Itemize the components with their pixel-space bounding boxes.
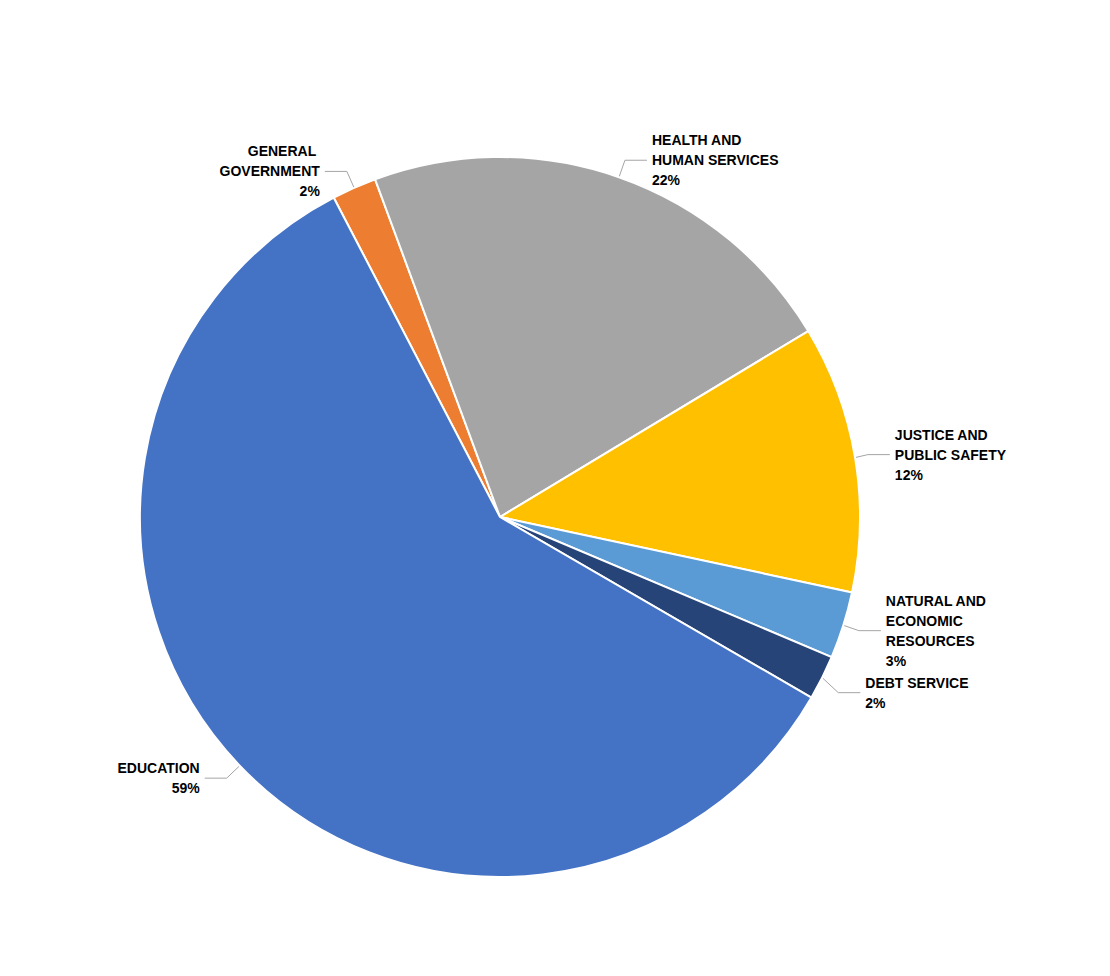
svg-text:22%: 22%	[652, 172, 681, 188]
svg-text:GENERAL: GENERAL	[248, 143, 320, 159]
svg-text:12%: 12%	[895, 467, 924, 483]
svg-text:NATURAL AND: NATURAL AND	[886, 593, 990, 609]
svg-text:3%: 3%	[886, 653, 907, 669]
svg-text:HUMAN SERVICES: HUMAN SERVICES	[652, 152, 779, 168]
svg-text:2%: 2%	[300, 183, 321, 199]
svg-text:HEALTH AND: HEALTH AND	[652, 132, 745, 148]
svg-text:DEBT SERVICE: DEBT SERVICE	[865, 675, 968, 691]
svg-text:GOVERNMENT: GOVERNMENT	[220, 163, 321, 179]
svg-text:RESOURCES: RESOURCES	[886, 633, 975, 649]
svg-text:59%: 59%	[172, 780, 201, 796]
svg-text:EDUCATION: EDUCATION	[118, 760, 200, 776]
svg-text:ECONOMIC: ECONOMIC	[886, 613, 967, 629]
svg-text:2%: 2%	[865, 695, 886, 711]
svg-text:JUSTICE AND: JUSTICE AND	[895, 427, 992, 443]
svg-text:PUBLIC SAFETY: PUBLIC SAFETY	[895, 447, 1007, 463]
